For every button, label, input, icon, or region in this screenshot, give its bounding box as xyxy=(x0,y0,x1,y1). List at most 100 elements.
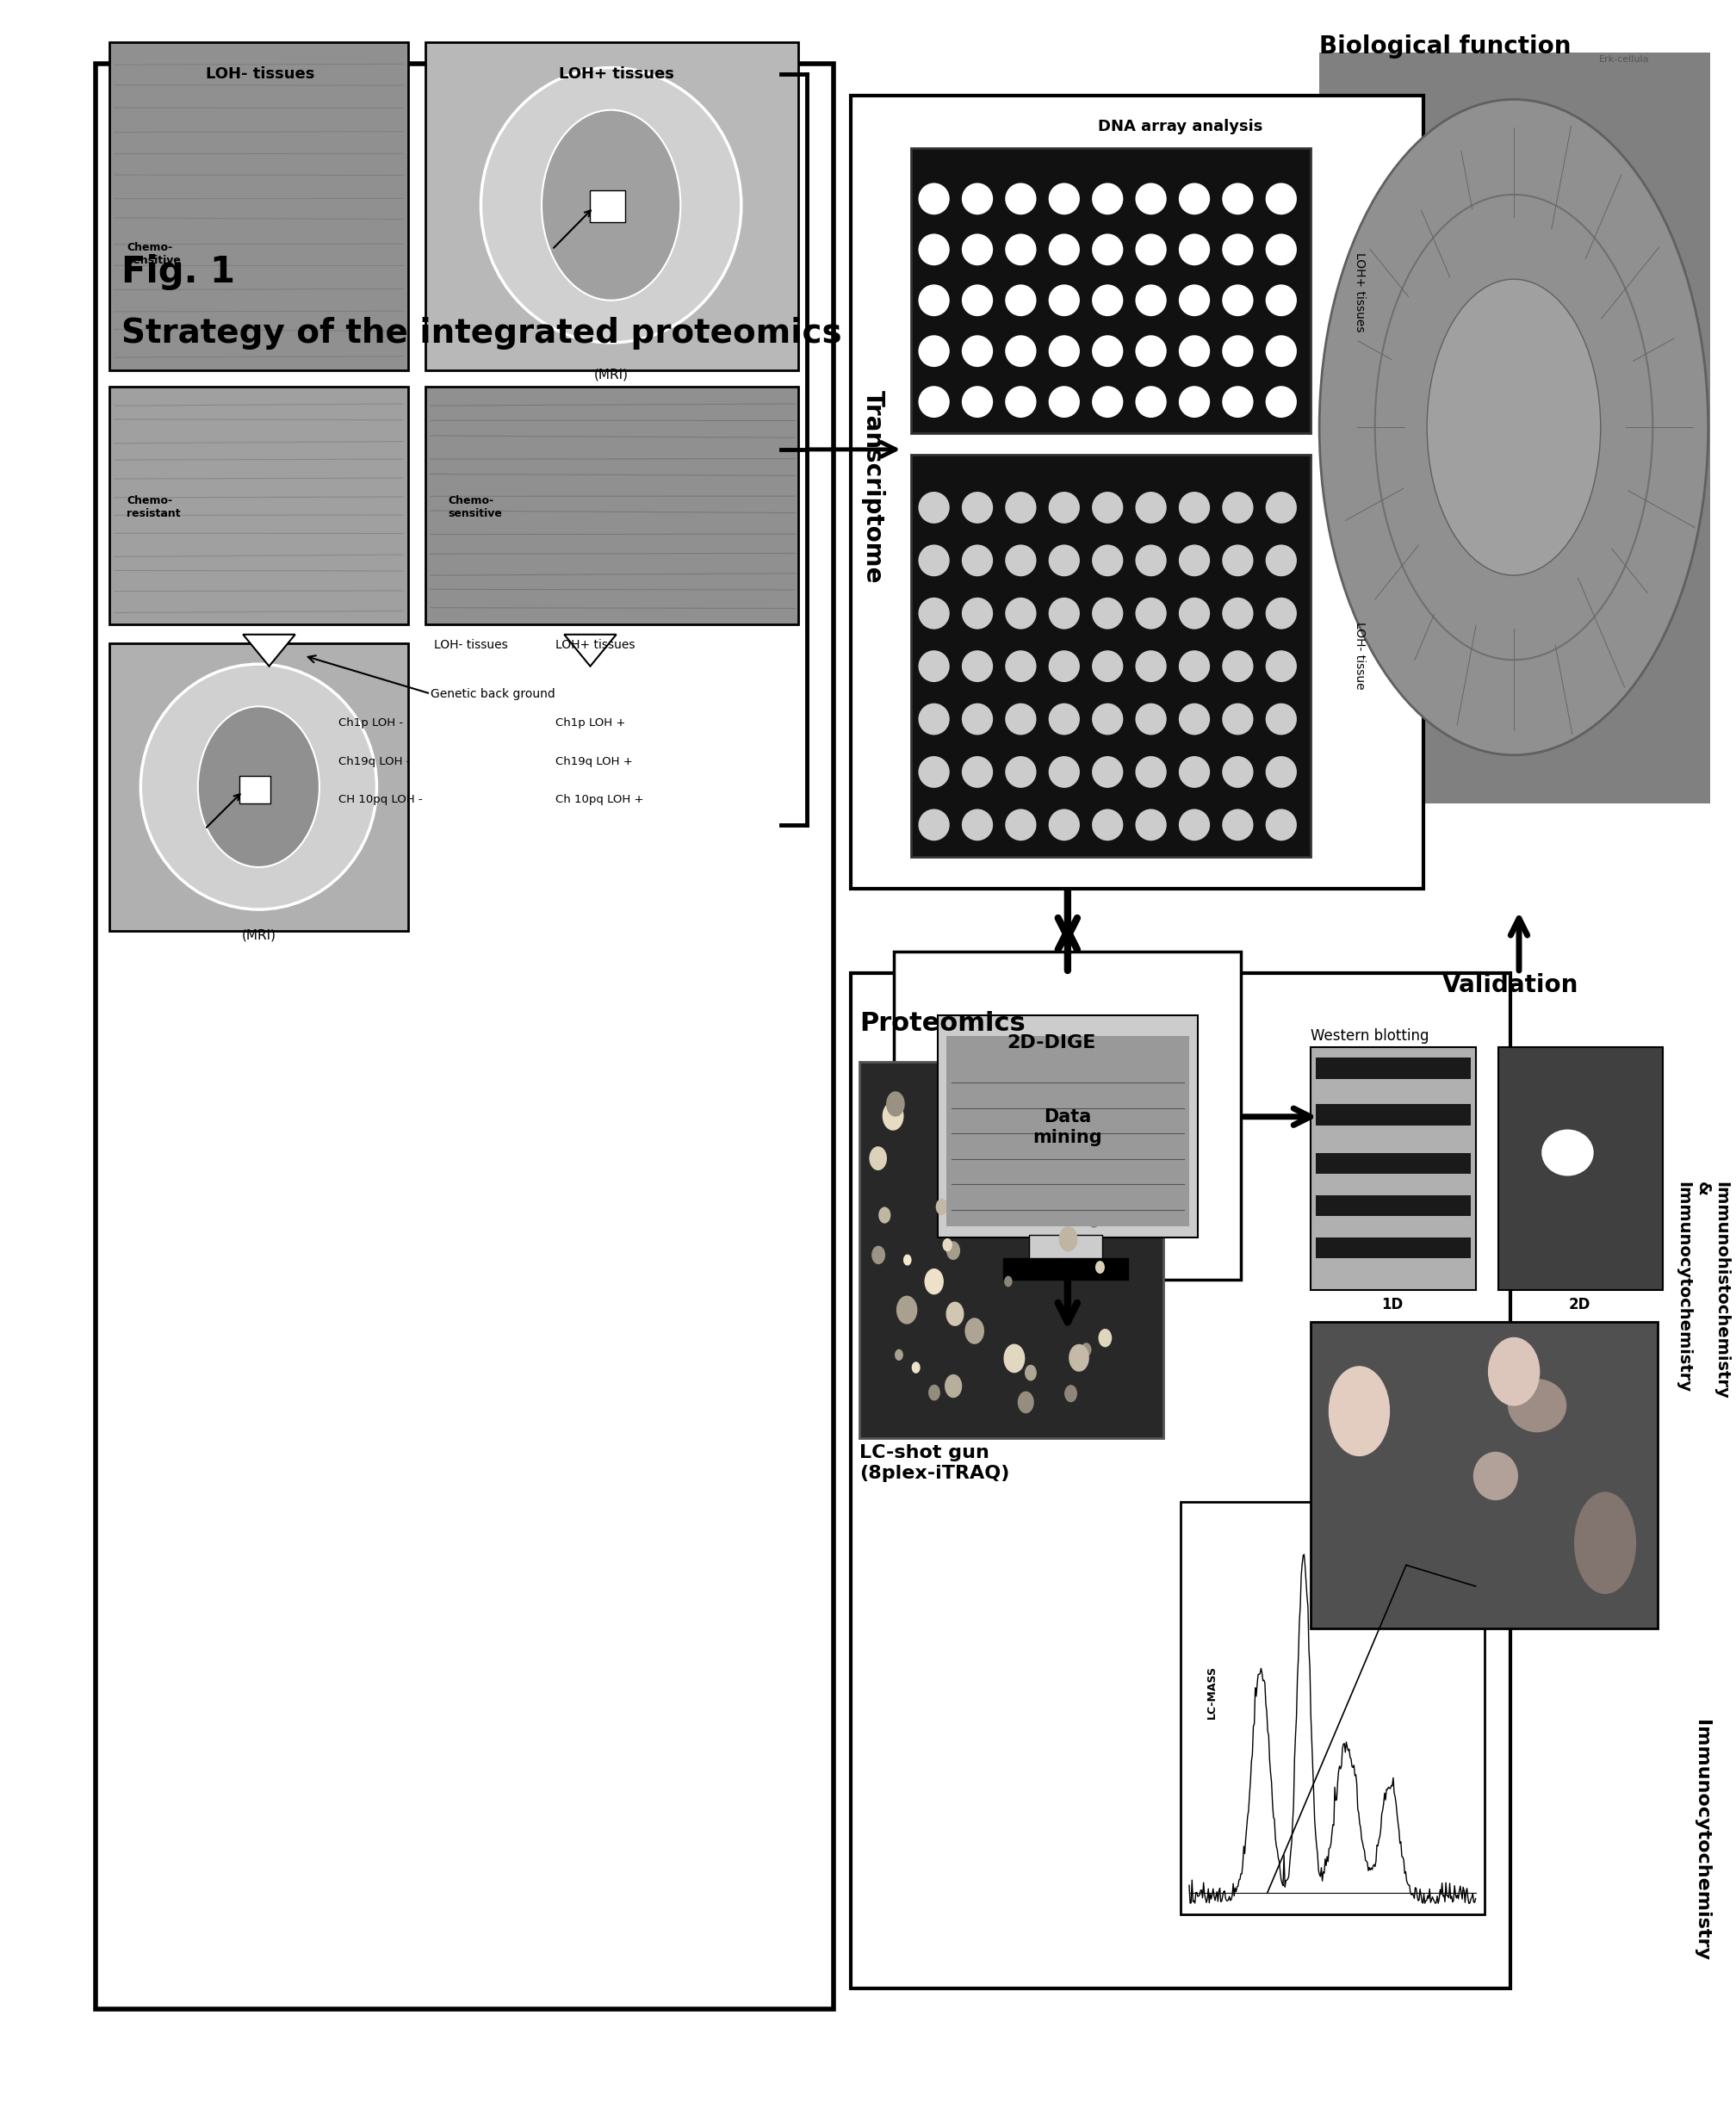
Polygon shape xyxy=(243,634,295,666)
Ellipse shape xyxy=(943,1237,953,1252)
Bar xyxy=(240,776,271,804)
Ellipse shape xyxy=(1092,702,1123,736)
Ellipse shape xyxy=(481,68,741,343)
Ellipse shape xyxy=(918,334,950,368)
Ellipse shape xyxy=(1005,755,1036,789)
Ellipse shape xyxy=(1005,334,1036,368)
Ellipse shape xyxy=(894,1349,903,1360)
Ellipse shape xyxy=(918,596,950,630)
Ellipse shape xyxy=(1092,649,1123,681)
Ellipse shape xyxy=(1542,1129,1594,1176)
Ellipse shape xyxy=(1266,182,1297,216)
Ellipse shape xyxy=(1135,755,1167,789)
Text: (MRI): (MRI) xyxy=(594,368,628,381)
Ellipse shape xyxy=(1179,334,1210,368)
Ellipse shape xyxy=(871,1246,885,1265)
Text: Western blotting: Western blotting xyxy=(1311,1028,1429,1045)
Ellipse shape xyxy=(1017,1392,1035,1413)
Ellipse shape xyxy=(1135,808,1167,842)
Ellipse shape xyxy=(1222,596,1253,630)
Ellipse shape xyxy=(918,755,950,789)
Ellipse shape xyxy=(918,233,950,264)
Bar xyxy=(1316,1237,1470,1258)
Ellipse shape xyxy=(918,544,950,577)
Ellipse shape xyxy=(911,1362,920,1373)
Ellipse shape xyxy=(1266,233,1297,264)
Text: Biological function: Biological function xyxy=(1319,34,1571,59)
Text: DNA array analysis: DNA array analysis xyxy=(1099,118,1262,135)
Ellipse shape xyxy=(896,1296,917,1324)
Bar xyxy=(109,42,408,370)
Ellipse shape xyxy=(924,1269,944,1294)
Ellipse shape xyxy=(918,491,950,525)
Bar xyxy=(946,1036,1189,1227)
Ellipse shape xyxy=(1092,544,1123,577)
Ellipse shape xyxy=(885,1091,904,1117)
Ellipse shape xyxy=(1092,233,1123,264)
Ellipse shape xyxy=(962,233,993,264)
Text: Ch1p LOH -: Ch1p LOH - xyxy=(339,717,403,730)
Ellipse shape xyxy=(1266,702,1297,736)
Ellipse shape xyxy=(962,808,993,842)
Ellipse shape xyxy=(946,1242,960,1261)
Ellipse shape xyxy=(198,706,319,867)
Text: LOH+ tissues: LOH+ tissues xyxy=(1354,252,1366,332)
Ellipse shape xyxy=(962,385,993,417)
Ellipse shape xyxy=(1179,283,1210,317)
Ellipse shape xyxy=(918,702,950,736)
Bar xyxy=(590,190,625,222)
Bar xyxy=(95,63,833,2009)
Ellipse shape xyxy=(1135,182,1167,216)
Ellipse shape xyxy=(1092,491,1123,525)
Ellipse shape xyxy=(1135,702,1167,736)
Ellipse shape xyxy=(962,1104,981,1127)
Ellipse shape xyxy=(1135,491,1167,525)
Ellipse shape xyxy=(1266,596,1297,630)
Ellipse shape xyxy=(1135,544,1167,577)
Ellipse shape xyxy=(1222,702,1253,736)
Text: Chemo-
sensitive: Chemo- sensitive xyxy=(448,495,502,520)
Text: Data
mining: Data mining xyxy=(1033,1108,1102,1146)
Ellipse shape xyxy=(1092,596,1123,630)
Ellipse shape xyxy=(1266,334,1297,368)
Bar xyxy=(1316,1195,1470,1216)
Text: (MRI): (MRI) xyxy=(241,928,276,941)
Bar xyxy=(1316,1104,1470,1125)
Ellipse shape xyxy=(1135,385,1167,417)
Ellipse shape xyxy=(1179,233,1210,264)
Ellipse shape xyxy=(1135,649,1167,681)
Bar xyxy=(859,1062,1163,1438)
Ellipse shape xyxy=(1102,1148,1120,1172)
Ellipse shape xyxy=(986,1161,996,1176)
Ellipse shape xyxy=(1049,755,1080,789)
Ellipse shape xyxy=(141,664,377,909)
Text: Erk-cellula: Erk-cellula xyxy=(1599,55,1649,63)
Ellipse shape xyxy=(962,649,993,681)
Ellipse shape xyxy=(1135,233,1167,264)
Ellipse shape xyxy=(962,755,993,789)
Text: Chemo-
sensitive: Chemo- sensitive xyxy=(127,241,181,266)
Bar xyxy=(1311,1322,1658,1629)
Ellipse shape xyxy=(1319,99,1708,755)
Ellipse shape xyxy=(1509,1379,1566,1432)
Ellipse shape xyxy=(1266,385,1297,417)
Ellipse shape xyxy=(944,1375,962,1398)
Text: Fig. 1: Fig. 1 xyxy=(122,254,234,290)
Ellipse shape xyxy=(1075,1125,1087,1142)
Text: LC-shot gun
(8plex-iTRAQ): LC-shot gun (8plex-iTRAQ) xyxy=(859,1445,1009,1483)
Ellipse shape xyxy=(1179,491,1210,525)
Ellipse shape xyxy=(1222,755,1253,789)
Text: Ch1p LOH +: Ch1p LOH + xyxy=(556,717,625,730)
Ellipse shape xyxy=(1005,808,1036,842)
Bar xyxy=(1316,1153,1470,1174)
Ellipse shape xyxy=(962,544,993,577)
Ellipse shape xyxy=(1082,1343,1092,1356)
Ellipse shape xyxy=(1179,755,1210,789)
Ellipse shape xyxy=(1049,334,1080,368)
Bar xyxy=(1029,1235,1102,1263)
Bar xyxy=(1319,53,1710,804)
Ellipse shape xyxy=(1179,808,1210,842)
Ellipse shape xyxy=(1003,1275,1012,1286)
Ellipse shape xyxy=(1005,649,1036,681)
Text: 2D-DIGE: 2D-DIGE xyxy=(1007,1034,1095,1051)
